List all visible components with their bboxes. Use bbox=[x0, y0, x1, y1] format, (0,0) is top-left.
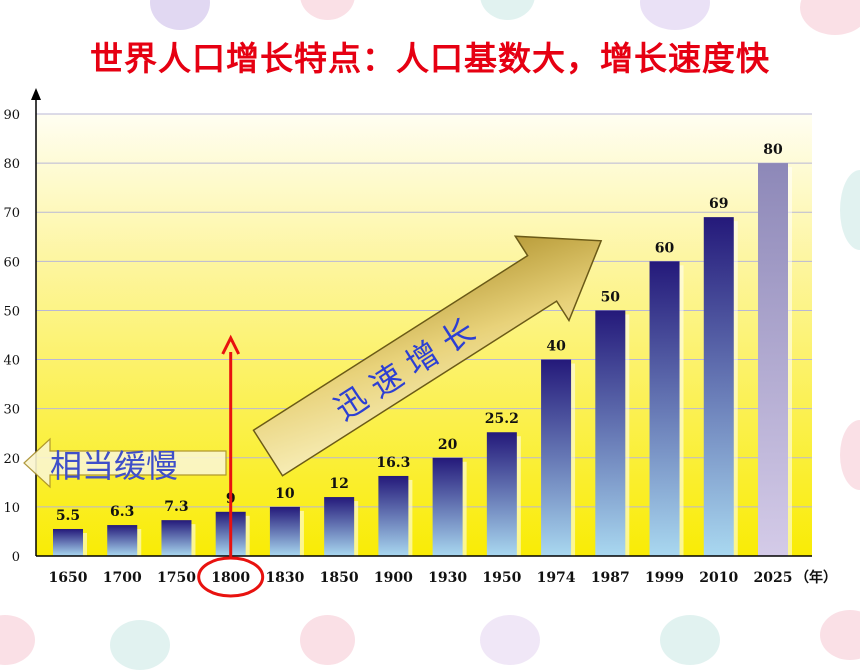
annotation-slow: 相当缓慢 bbox=[50, 447, 178, 485]
bar-value-label: 12 bbox=[329, 476, 348, 492]
x-tick-label: 1650 bbox=[49, 570, 88, 586]
bar bbox=[486, 432, 517, 556]
up-arrow-icon bbox=[221, 334, 241, 355]
bar-value-label: 6.3 bbox=[110, 504, 134, 520]
x-tick-label: 1800 bbox=[211, 570, 250, 586]
x-tick-label: 1999 bbox=[645, 570, 684, 586]
bar-value-label: 40 bbox=[546, 339, 566, 355]
bar-value-label: 60 bbox=[655, 240, 675, 256]
bar-value-label: 80 bbox=[763, 142, 783, 158]
y-tick-label: 70 bbox=[3, 206, 20, 221]
y-tick-label: 30 bbox=[3, 403, 20, 418]
bar-value-label: 10 bbox=[275, 486, 295, 502]
x-tick-label: 1974 bbox=[537, 570, 576, 586]
bar bbox=[758, 163, 788, 556]
bar-value-label: 7.3 bbox=[164, 499, 188, 515]
x-tick-label: 2025 bbox=[754, 570, 793, 586]
x-unit-label: （年） bbox=[795, 569, 837, 586]
background-decoration bbox=[840, 420, 860, 490]
bar bbox=[53, 528, 83, 556]
y-tick-label: 90 bbox=[3, 108, 20, 123]
x-tick-label: 1850 bbox=[320, 570, 359, 586]
bar-value-label: 5.5 bbox=[56, 508, 80, 524]
y-axis-arrow-icon bbox=[31, 88, 41, 100]
bar-value-label: 20 bbox=[438, 437, 458, 453]
y-tick-label: 20 bbox=[3, 452, 20, 467]
y-tick-label: 60 bbox=[3, 255, 20, 270]
bar bbox=[378, 475, 409, 556]
background-decoration bbox=[300, 0, 355, 20]
y-tick-label: 10 bbox=[3, 501, 20, 516]
bar bbox=[161, 520, 192, 556]
bar bbox=[541, 359, 572, 556]
y-tick-label: 0 bbox=[12, 550, 20, 565]
bar-value-label: 16.3 bbox=[376, 455, 410, 471]
bar bbox=[703, 217, 734, 556]
x-tick-label: 2010 bbox=[699, 570, 738, 586]
x-tick-label: 1950 bbox=[482, 570, 521, 586]
bar-value-label: 69 bbox=[709, 196, 728, 212]
x-tick-label: 1987 bbox=[591, 570, 630, 586]
page-title: 世界人口增长特点：人口基数大，增长速度快 bbox=[90, 39, 770, 78]
background-decoration bbox=[480, 0, 535, 20]
bar bbox=[649, 261, 680, 556]
y-tick-label: 80 bbox=[3, 157, 20, 172]
x-tick-label: 1830 bbox=[265, 570, 304, 586]
bar bbox=[595, 310, 626, 556]
background-decoration bbox=[840, 170, 860, 250]
bar-value-label: 50 bbox=[601, 289, 621, 305]
bar bbox=[269, 506, 300, 556]
x-tick-label: 1900 bbox=[374, 570, 413, 586]
x-tick-label: 1930 bbox=[428, 570, 467, 586]
x-tick-label: 1750 bbox=[157, 570, 196, 586]
bar bbox=[432, 457, 463, 556]
bar bbox=[324, 497, 355, 556]
left-arrow-icon bbox=[23, 437, 227, 489]
x-tick-label: 1700 bbox=[103, 570, 142, 586]
y-tick-label: 40 bbox=[3, 354, 20, 369]
bar-value-label: 25.2 bbox=[485, 411, 519, 427]
diagonal-arrow-icon bbox=[252, 235, 603, 477]
y-tick-label: 50 bbox=[3, 304, 20, 319]
bar bbox=[107, 525, 138, 556]
